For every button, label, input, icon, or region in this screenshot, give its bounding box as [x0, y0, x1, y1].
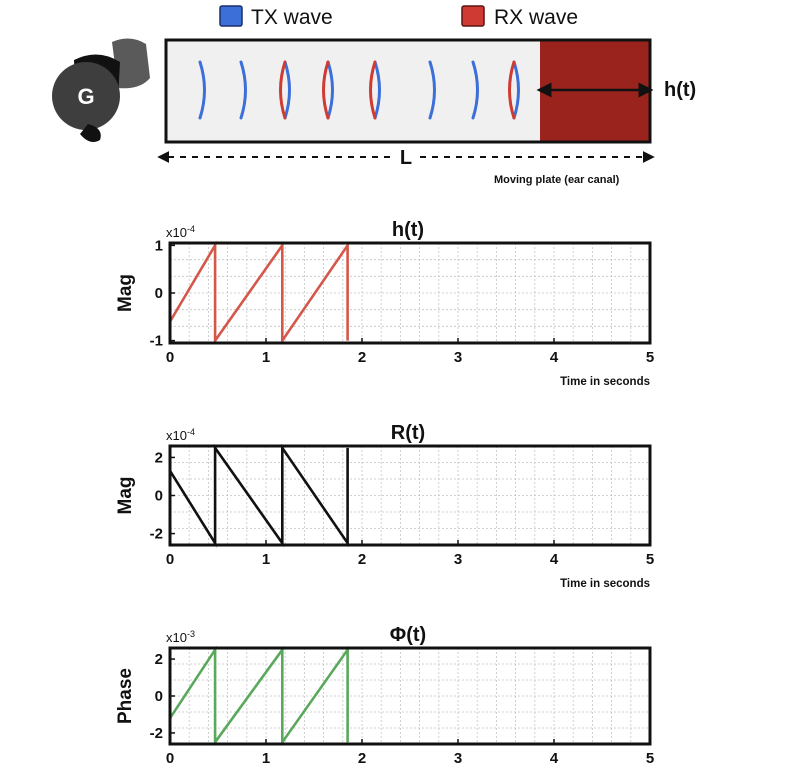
legend-tx-label: TX wave — [251, 6, 333, 29]
tx-wave-arc — [428, 60, 436, 120]
exponent-superscript: -4 — [187, 427, 195, 437]
legend-tx-swatch — [219, 5, 243, 27]
tx-wave-arc — [326, 60, 334, 120]
y-axis-label: Mag — [115, 274, 136, 312]
series-line — [168, 645, 349, 747]
x-axis-label: Time in seconds — [560, 578, 650, 590]
y-tick-label: 1 — [155, 237, 163, 254]
exponent-label: x10-3 — [166, 629, 195, 645]
rx-wave-arc — [322, 60, 330, 120]
exponent-label: x10-4 — [166, 427, 195, 443]
x-tick-label: 4 — [550, 349, 559, 366]
rx-wave-arc — [369, 60, 377, 120]
exponent-superscript: -3 — [187, 629, 195, 639]
series-line — [168, 240, 349, 345]
ear-channel — [164, 38, 654, 144]
y-tick-label: 0 — [155, 285, 163, 302]
tx-wave-arc — [512, 60, 520, 120]
chart-title: h(t) — [392, 219, 424, 241]
x-axis-label: Time in seconds — [560, 376, 650, 388]
y-axis-label: Phase — [115, 668, 136, 724]
logo-letter: G — [77, 84, 94, 109]
y-tick-label: 2 — [155, 651, 163, 668]
y-tick-label: -2 — [150, 526, 163, 543]
x-tick-label: 1 — [262, 750, 270, 767]
tx-wave-arc — [283, 60, 291, 120]
y-tick-label: -1 — [150, 333, 163, 350]
legend-rx-swatch — [461, 5, 485, 27]
x-tick-label: 5 — [646, 551, 654, 568]
x-tick-label: 3 — [454, 551, 462, 568]
plate-caption: Moving plate (ear canal) — [494, 174, 620, 186]
tx-wave-arc — [239, 60, 247, 120]
x-tick-label: 2 — [358, 349, 366, 366]
x-tick-label: 1 — [262, 551, 270, 568]
chart-title: R(t) — [391, 422, 425, 444]
x-tick-label: 2 — [358, 750, 366, 767]
x-tick-label: 4 — [550, 750, 559, 767]
legend: TX wave RX wave — [219, 5, 578, 29]
displacement-label: h(t) — [664, 79, 696, 101]
rx-wave-arc — [508, 60, 516, 120]
exponent-label: x10-4 — [166, 224, 195, 240]
earbud-icon: G — [52, 38, 150, 142]
x-tick-label: 5 — [646, 750, 654, 767]
legend-rx-label: RX wave — [494, 6, 578, 29]
x-tick-label: 3 — [454, 349, 462, 366]
tx-wave-arc — [373, 60, 381, 120]
tx-wave-arc — [198, 60, 206, 120]
wave-arcs — [198, 60, 520, 120]
length-indicator: L — [157, 147, 655, 169]
x-tick-label: 4 — [550, 551, 559, 568]
series-line — [168, 443, 349, 548]
y-tick-label: 0 — [155, 688, 163, 705]
chart-title: Φ(t) — [390, 624, 426, 646]
x-tick-label: 0 — [166, 551, 174, 568]
x-tick-label: 0 — [166, 750, 174, 767]
y-tick-label: 2 — [155, 449, 163, 466]
y-axis-label: Mag — [115, 477, 136, 515]
exponent-superscript: -4 — [187, 224, 195, 234]
tx-wave-arc — [471, 60, 479, 120]
x-tick-label: 5 — [646, 349, 654, 366]
rx-wave-arc — [279, 60, 287, 120]
x-tick-label: 1 — [262, 349, 270, 366]
x-tick-label: 2 — [358, 551, 366, 568]
x-tick-label: 3 — [454, 750, 462, 767]
x-tick-label: 0 — [166, 349, 174, 366]
y-tick-label: 0 — [155, 488, 163, 505]
y-tick-label: -2 — [150, 725, 163, 742]
length-label: L — [400, 147, 412, 169]
